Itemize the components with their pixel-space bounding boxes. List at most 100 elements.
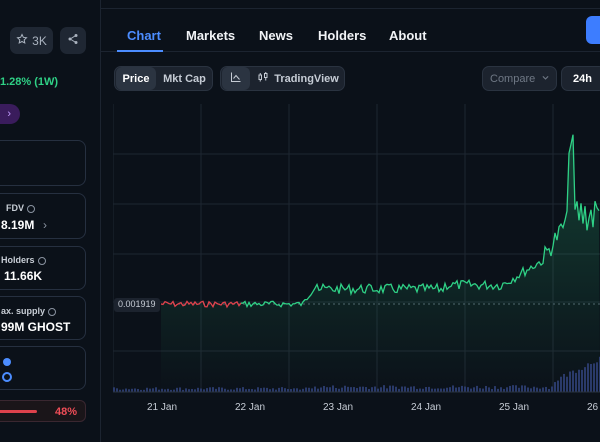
volume-bar: [563, 373, 565, 392]
volume-bar: [194, 389, 196, 392]
info-icon: [48, 307, 57, 316]
share-button[interactable]: [60, 27, 86, 54]
volume-bar: [539, 388, 541, 392]
volume-bar: [203, 389, 205, 392]
volume-bar: [428, 386, 430, 392]
volume-bar: [260, 388, 262, 392]
volume-bar: [422, 388, 424, 392]
volume-bar: [254, 389, 256, 392]
line-chart-icon: [230, 71, 242, 86]
primary-action-button[interactable]: [586, 16, 600, 44]
volume-bar: [164, 389, 166, 392]
volume-bar: [584, 367, 586, 392]
volume-bar: [494, 386, 496, 392]
volume-bar: [167, 388, 169, 392]
volume-bar: [425, 387, 427, 392]
volume-bar: [113, 387, 115, 392]
volume-bar: [143, 389, 145, 392]
circle-icon[interactable]: [2, 372, 12, 382]
tab-holders[interactable]: Holders: [318, 28, 367, 43]
volume-bar: [155, 387, 157, 392]
volume-bar: [491, 388, 493, 392]
chevron-right-icon: ›: [7, 108, 11, 120]
tab-news[interactable]: News: [259, 28, 293, 43]
volume-bar: [389, 385, 391, 392]
tab-chart[interactable]: Chart: [127, 28, 161, 43]
holders-card[interactable]: Holders 11.66K: [0, 246, 86, 290]
volume-bar: [251, 389, 253, 392]
volume-bar: [329, 387, 331, 392]
volume-bar: [206, 388, 208, 392]
volume-bar: [128, 389, 130, 392]
volume-bar: [290, 388, 292, 392]
volume-bar: [596, 362, 598, 392]
progress-bar-fill: [0, 410, 37, 413]
volume-bar: [419, 388, 421, 392]
volume-bar: [572, 370, 574, 392]
volume-bar: [392, 385, 394, 392]
volume-bar: [404, 386, 406, 392]
volume-bar: [356, 388, 358, 392]
fdv-value: 8.19M: [1, 218, 35, 232]
chevron-right-icon: ›: [43, 218, 47, 232]
progress-card: 48%: [0, 400, 86, 422]
volume-bar: [137, 389, 139, 392]
volume-bar: [401, 386, 403, 392]
volume-bar: [467, 387, 469, 392]
volume-bar: [233, 389, 235, 392]
volume-bar: [284, 388, 286, 392]
active-tab-indicator: [117, 50, 163, 52]
volume-bar: [569, 371, 571, 392]
expand-pill[interactable]: ›: [0, 104, 20, 124]
favorite-button[interactable]: 3K: [10, 27, 53, 54]
volume-bar: [353, 387, 355, 392]
fdv-card[interactable]: FDV 8.19M ›: [0, 193, 86, 239]
volume-bar: [320, 387, 322, 392]
tab-markets[interactable]: Markets: [186, 28, 236, 43]
info-icon: [37, 256, 46, 265]
volume-bar: [173, 389, 175, 392]
line-chart-option[interactable]: [222, 67, 250, 90]
volume-bar: [326, 387, 328, 392]
volume-bar: [500, 387, 502, 392]
tradingview-label: TradingView: [274, 72, 339, 85]
chart-type-toggle: TradingView: [220, 66, 345, 91]
volume-bar: [437, 388, 439, 392]
volume-bar: [161, 388, 163, 392]
volume-bar: [506, 387, 508, 392]
chevron-down-icon: [541, 73, 550, 85]
volume-bar: [266, 387, 268, 392]
volume-bar: [302, 388, 304, 392]
price-option[interactable]: Price: [116, 67, 156, 90]
price-chart[interactable]: [113, 104, 600, 422]
volume-bar: [191, 388, 193, 392]
volume-bar: [575, 372, 577, 392]
volume-bar: [245, 389, 247, 392]
progress-percent: 48%: [54, 406, 77, 418]
tradingview-option[interactable]: TradingView: [253, 67, 343, 90]
volume-bar: [479, 388, 481, 392]
volume-bar: [152, 388, 154, 392]
holders-value: 11.66K: [4, 269, 43, 283]
volume-bar: [443, 388, 445, 392]
volume-bar: [407, 387, 409, 392]
timeframe-selector[interactable]: 24h: [561, 66, 600, 91]
volume-bar: [509, 385, 511, 392]
max-supply-card: ax. supply 99M GHOST: [0, 296, 86, 340]
price-area: [161, 134, 600, 392]
volume-bar: [269, 389, 271, 392]
volume-bar: [551, 386, 553, 392]
volume-bar: [458, 387, 460, 392]
tab-about[interactable]: About: [389, 28, 427, 43]
volume-bar: [359, 386, 361, 392]
mktcap-option[interactable]: Mkt Cap: [163, 72, 206, 85]
volume-bar: [548, 388, 550, 392]
volume-bar: [503, 388, 505, 392]
volume-bar: [578, 369, 580, 392]
volume-bar: [365, 387, 367, 392]
price-change: 1.28% (1W): [0, 76, 59, 88]
volume-bar: [440, 388, 442, 392]
compare-dropdown[interactable]: Compare: [482, 66, 557, 91]
volume-bar: [452, 385, 454, 392]
volume-bar: [527, 387, 529, 392]
